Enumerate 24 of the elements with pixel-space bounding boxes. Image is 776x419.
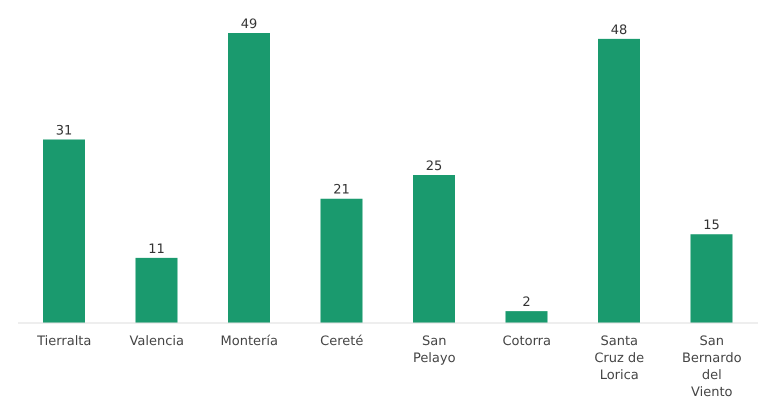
- bar: [413, 175, 455, 323]
- bar: [228, 33, 270, 323]
- data-label: 31: [56, 124, 72, 139]
- bar: [506, 311, 548, 323]
- data-label: 25: [426, 159, 442, 174]
- bar: [43, 140, 85, 323]
- data-label: 48: [610, 22, 628, 38]
- x-tick-label: San Pelayo: [412, 334, 456, 366]
- data-label: 21: [333, 182, 350, 198]
- data-label: 15: [703, 218, 720, 234]
- data-label: 49: [240, 17, 258, 32]
- x-tick-label: Tierralta: [36, 334, 92, 349]
- x-tick-label: Cotorra: [502, 334, 552, 349]
- bar: [320, 198, 362, 323]
- data-label: 11: [148, 242, 165, 257]
- x-tick-label: San Bernardo del Viento: [682, 334, 742, 400]
- x-tick-label: Santa Cruz de Lorica: [594, 334, 644, 383]
- x-tick-label: Valencia: [130, 334, 184, 349]
- data-label: 2: [522, 295, 531, 310]
- x-tick-label: Cereté: [320, 334, 364, 349]
- bar: [136, 258, 178, 323]
- x-tick-label: Montería: [220, 334, 278, 349]
- bar: [598, 38, 640, 323]
- bar: [690, 234, 732, 323]
